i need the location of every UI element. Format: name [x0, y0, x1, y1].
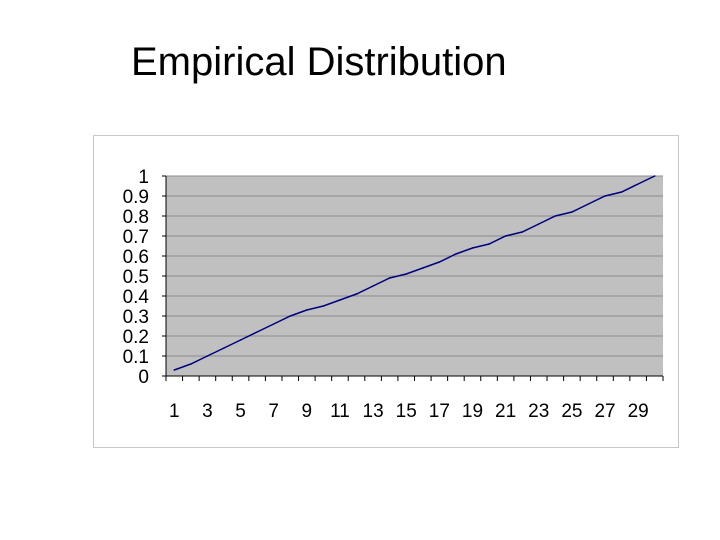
chart-frame: 0 0.1 0.2 0.3 0.4 0.5 0.6 0.7 0.8 0.9 1 1 3 5 7 9 11 13 15…: [93, 135, 679, 448]
data-point: [537, 223, 540, 225]
data-point: [488, 243, 490, 245]
data-point: [256, 331, 258, 333]
y-tick-label: 0.4: [123, 287, 150, 308]
x-tick-label: 3: [202, 401, 213, 422]
y-tick-label: 0.1: [123, 347, 149, 368]
data-point: [421, 267, 424, 269]
data-point: [239, 339, 242, 341]
y-tick-label: 0: [138, 367, 149, 388]
data-point: [190, 363, 192, 365]
y-tick-label: 0.6: [123, 247, 149, 268]
data-point: [521, 231, 523, 233]
data-point: [504, 235, 507, 237]
x-tick-label: 27: [594, 401, 615, 422]
data-point: [388, 277, 391, 279]
x-tick-label: 19: [462, 401, 483, 422]
data-point: [223, 347, 225, 349]
x-tick-label: 9: [302, 401, 313, 422]
x-tick-label: 23: [528, 401, 549, 422]
y-tick-label: 1: [138, 167, 149, 188]
data-point: [405, 273, 408, 275]
data-point: [322, 305, 325, 307]
data-point: [206, 355, 209, 357]
data-point: [272, 323, 275, 325]
y-tick-label: 0.9: [123, 187, 149, 208]
data-point: [587, 203, 590, 205]
data-point: [637, 183, 639, 185]
data-point: [653, 175, 656, 177]
data-point: [306, 309, 308, 311]
data-point: [438, 261, 441, 263]
x-tick-label: 13: [363, 401, 384, 422]
data-point: [471, 247, 474, 249]
slide-title: Empirical Distribution: [131, 40, 507, 84]
data-point: [455, 253, 457, 255]
data-point: [604, 195, 606, 197]
data-point: [571, 211, 573, 213]
x-tick-label: 5: [235, 401, 246, 422]
data-point: [173, 369, 176, 371]
x-tick-label: 25: [561, 401, 582, 422]
data-point: [339, 299, 341, 301]
x-tick-label: 11: [330, 401, 350, 422]
data-point: [289, 315, 292, 317]
empirical-distribution-chart: 00.10.20.30.40.50.60.70.80.911 3 5 7 9 11 13 15…: [123, 167, 664, 422]
data-point: [620, 191, 623, 193]
y-tick-label: 0.2: [123, 327, 149, 348]
x-tick-label: 17: [429, 401, 450, 422]
data-point: [355, 293, 358, 295]
x-tick-label: 15: [396, 401, 417, 422]
y-tick-label: 0.5: [123, 267, 149, 288]
y-tick-label: 0.7: [123, 227, 149, 248]
y-tick-label: 0.3: [123, 307, 149, 328]
x-tick-label: 7: [268, 401, 279, 422]
x-tick-label: 29: [628, 401, 649, 422]
series-line: [174, 175, 656, 371]
y-tick-label: 0.8: [123, 207, 149, 228]
data-point: [554, 215, 557, 217]
data-point: [372, 285, 374, 287]
x-tick-label: 21: [495, 401, 516, 422]
x-tick-label: 1: [169, 401, 180, 422]
